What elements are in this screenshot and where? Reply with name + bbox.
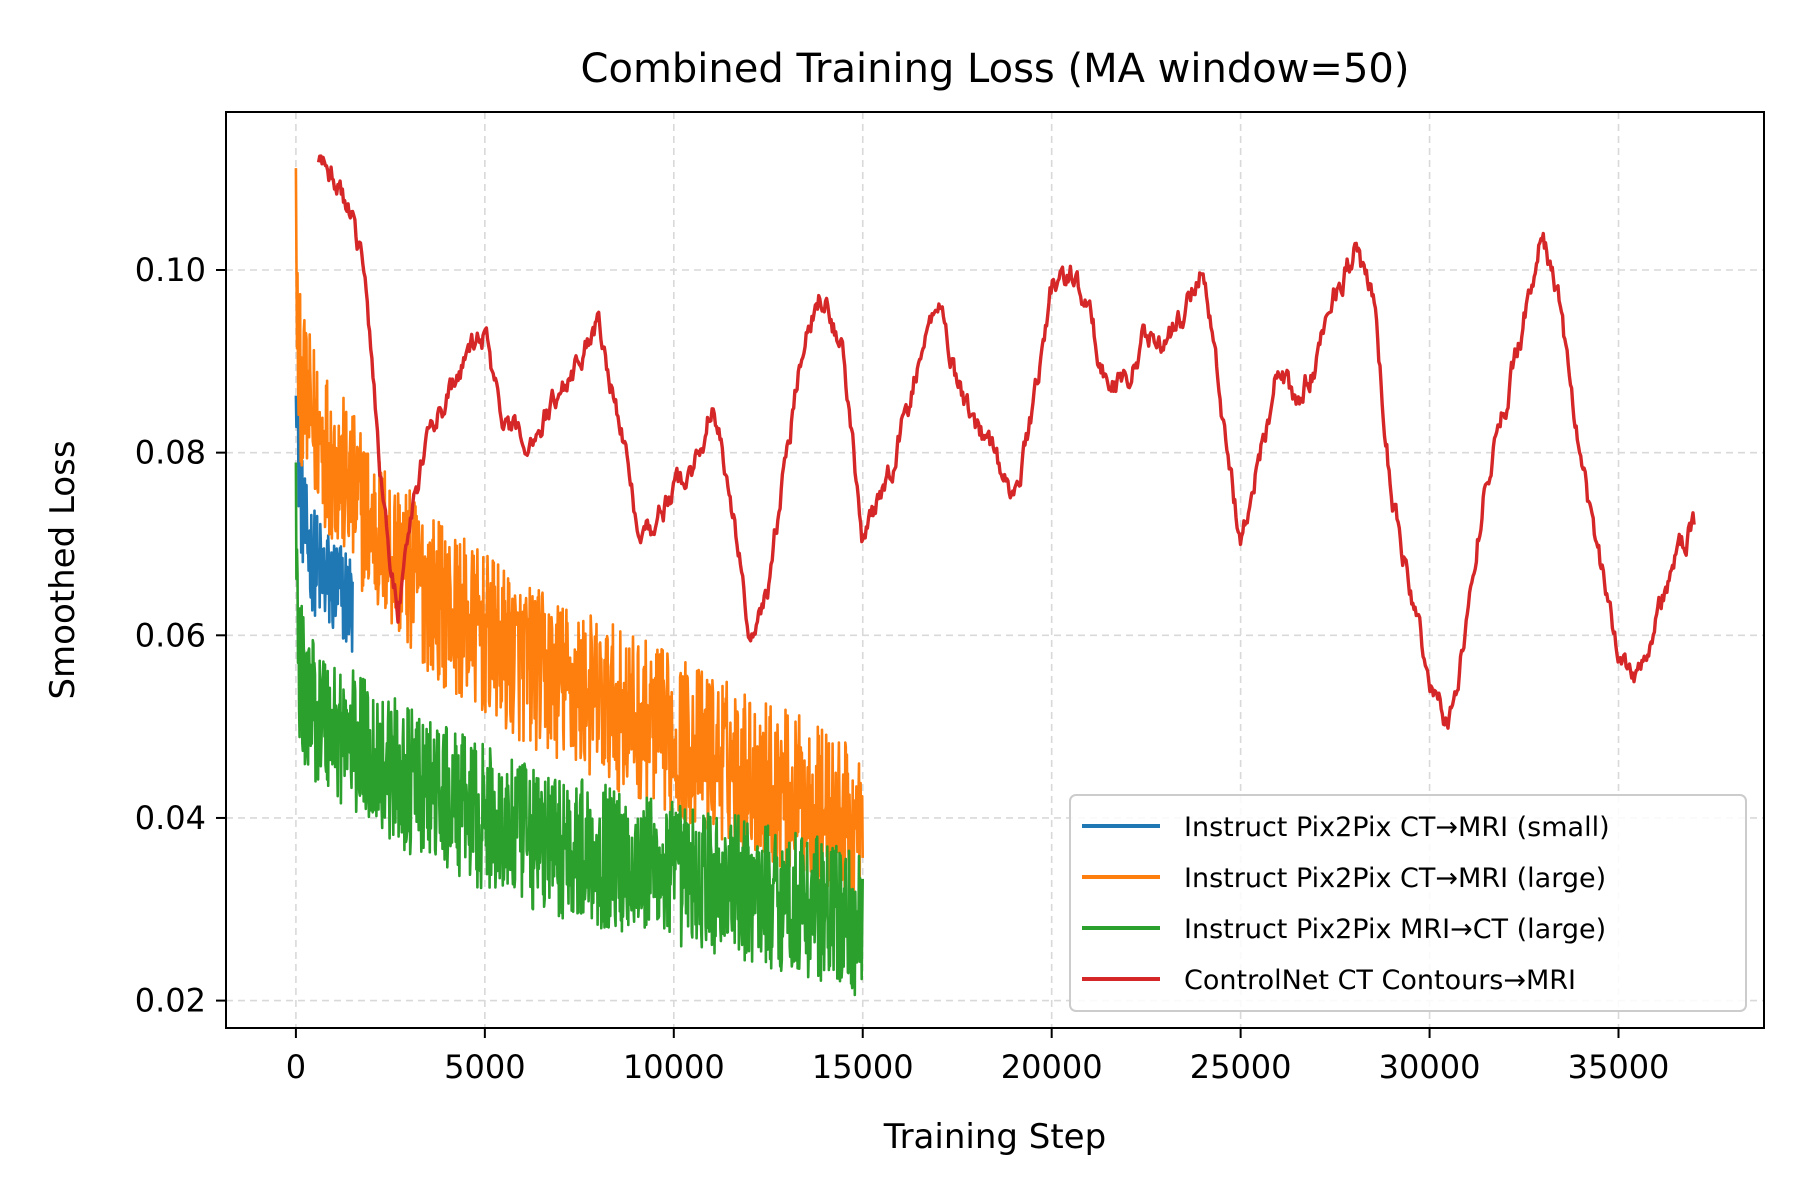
series-lines [294, 154, 1696, 997]
x-tick-label: 20000 [1001, 1048, 1103, 1086]
x-tick-label: 0 [286, 1048, 306, 1086]
plot-frame [225, 111, 1765, 1029]
x-tick-label: 30000 [1379, 1048, 1481, 1086]
y-tick-label: 0.02 [135, 982, 206, 1020]
series-line [294, 395, 354, 653]
x-tick-label: 35000 [1568, 1048, 1670, 1086]
x-tick-label: 5000 [444, 1048, 525, 1086]
x-tick-label: 25000 [1190, 1048, 1292, 1086]
chart-title: Combined Training Loss (MA window=50) [581, 46, 1410, 92]
y-axis-ticks: 0.02 0.04 0.06 0.08 0.10 [135, 251, 226, 1020]
y-tick-label: 0.08 [135, 434, 206, 472]
y-tick-label: 0.06 [135, 616, 206, 654]
x-tick-label: 10000 [623, 1048, 725, 1086]
legend: Instruct Pix2Pix CT→MRI (small) Instruct … [1069, 794, 1747, 1012]
x-tick-label: 15000 [812, 1048, 914, 1086]
series-line [294, 462, 864, 997]
series-line [316, 154, 1696, 730]
legend-label: Instruct Pix2Pix MRI→CT (large) [1184, 914, 1606, 945]
y-tick-label: 0.04 [135, 799, 206, 837]
x-axis-label: Training Step [883, 1117, 1106, 1157]
legend-label: ControlNet CT Contours→MRI [1184, 965, 1576, 996]
x-axis-ticks: 0 5000 10000 15000 20000 25000 30000 35000 [286, 1028, 1670, 1086]
y-tick-label: 0.10 [135, 251, 206, 289]
y-axis-label: Smoothed Loss [43, 440, 83, 699]
legend-label: Instruct Pix2Pix CT→MRI (large) [1184, 863, 1606, 894]
legend-label: Instruct Pix2Pix CT→MRI (small) [1184, 812, 1610, 843]
legend-box [1069, 794, 1747, 1012]
